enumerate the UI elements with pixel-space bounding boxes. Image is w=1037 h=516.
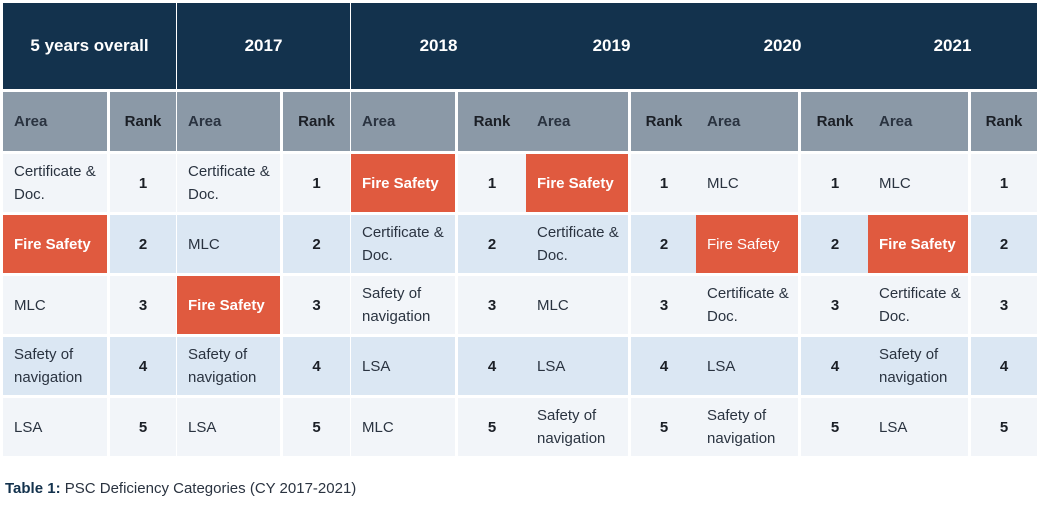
area-cell: MLC <box>177 215 280 273</box>
rank-cell: 3 <box>110 276 176 334</box>
rank-cell: 2 <box>110 215 176 273</box>
rank-cell: 2 <box>283 215 350 273</box>
area-cell: MLC <box>696 154 798 212</box>
area-cell-highlighted: Fire Safety <box>868 215 968 273</box>
area-cell: Certificate & Doc. <box>351 215 455 273</box>
rank-cell: 5 <box>971 398 1037 456</box>
group-header: 2017 <box>177 3 350 89</box>
group-header: 2018 <box>351 3 526 89</box>
area-column-header: Area <box>868 92 968 151</box>
area-cell: Safety of navigation <box>526 398 628 456</box>
area-cell: LSA <box>177 398 280 456</box>
area-column-header: Area <box>526 92 628 151</box>
area-cell: Safety of navigation <box>3 337 107 395</box>
group-header: 5 years overall <box>3 3 176 89</box>
rank-cell: 4 <box>458 337 526 395</box>
rank-cell: 1 <box>110 154 176 212</box>
rank-cell: 4 <box>631 337 697 395</box>
rank-cell: 2 <box>801 215 869 273</box>
table-caption: Table 1: PSC Deficiency Categories (CY 2… <box>5 480 356 497</box>
rank-cell: 5 <box>458 398 526 456</box>
rank-cell: 4 <box>283 337 350 395</box>
rank-cell: 1 <box>458 154 526 212</box>
area-cell: LSA <box>3 398 107 456</box>
area-cell-highlighted: Fire Safety <box>696 215 798 273</box>
caption-text: PSC Deficiency Categories (CY 2017-2021) <box>60 480 357 497</box>
rank-cell: 5 <box>110 398 176 456</box>
area-cell: MLC <box>868 154 968 212</box>
rank-column-header: Rank <box>631 92 697 151</box>
area-cell: LSA <box>351 337 455 395</box>
rank-cell: 1 <box>631 154 697 212</box>
area-cell: LSA <box>526 337 628 395</box>
group-header: 2021 <box>868 3 1037 89</box>
rank-cell: 4 <box>801 337 869 395</box>
rank-cell: 4 <box>971 337 1037 395</box>
psc-deficiency-table: 5 years overall Area Rank Certificate & Doc… <box>3 3 1037 456</box>
rank-cell: 5 <box>631 398 697 456</box>
rank-cell: 5 <box>801 398 869 456</box>
area-cell: Safety of navigation <box>868 337 968 395</box>
area-cell-highlighted: Fire Safety <box>526 154 628 212</box>
area-cell-highlighted: Fire Safety <box>177 276 280 334</box>
area-cell: Certificate & Doc. <box>3 154 107 212</box>
rank-column-header: Rank <box>971 92 1037 151</box>
rank-cell: 1 <box>801 154 869 212</box>
area-cell: LSA <box>868 398 968 456</box>
area-cell: Certificate & Doc. <box>177 154 280 212</box>
caption-label: Table 1: <box>5 480 61 497</box>
group-header: 2020 <box>696 3 869 89</box>
rank-cell: 4 <box>110 337 176 395</box>
area-column-header: Area <box>351 92 455 151</box>
area-cell: Certificate & Doc. <box>868 276 968 334</box>
area-column-header: Area <box>3 92 107 151</box>
rank-cell: 1 <box>283 154 350 212</box>
rank-cell: 2 <box>631 215 697 273</box>
rank-cell: 3 <box>971 276 1037 334</box>
area-column-header: Area <box>696 92 798 151</box>
rank-column-header: Rank <box>458 92 526 151</box>
area-cell: MLC <box>526 276 628 334</box>
area-column-header: Area <box>177 92 280 151</box>
rank-cell: 3 <box>631 276 697 334</box>
rank-column-header: Rank <box>110 92 176 151</box>
rank-cell: 3 <box>801 276 869 334</box>
area-cell: Safety of navigation <box>696 398 798 456</box>
area-cell: Certificate & Doc. <box>526 215 628 273</box>
rank-column-header: Rank <box>283 92 350 151</box>
area-cell: Certificate & Doc. <box>696 276 798 334</box>
area-cell: Safety of navigation <box>351 276 455 334</box>
area-cell: MLC <box>351 398 455 456</box>
rank-cell: 1 <box>971 154 1037 212</box>
area-cell: Safety of navigation <box>177 337 280 395</box>
group-header: 2019 <box>526 3 697 89</box>
area-cell: MLC <box>3 276 107 334</box>
area-cell-highlighted: Fire Safety <box>351 154 455 212</box>
rank-cell: 2 <box>458 215 526 273</box>
area-cell: LSA <box>696 337 798 395</box>
rank-cell: 3 <box>283 276 350 334</box>
rank-cell: 2 <box>971 215 1037 273</box>
rank-cell: 3 <box>458 276 526 334</box>
rank-column-header: Rank <box>801 92 869 151</box>
rank-cell: 5 <box>283 398 350 456</box>
area-cell-highlighted: Fire Safety <box>3 215 107 273</box>
